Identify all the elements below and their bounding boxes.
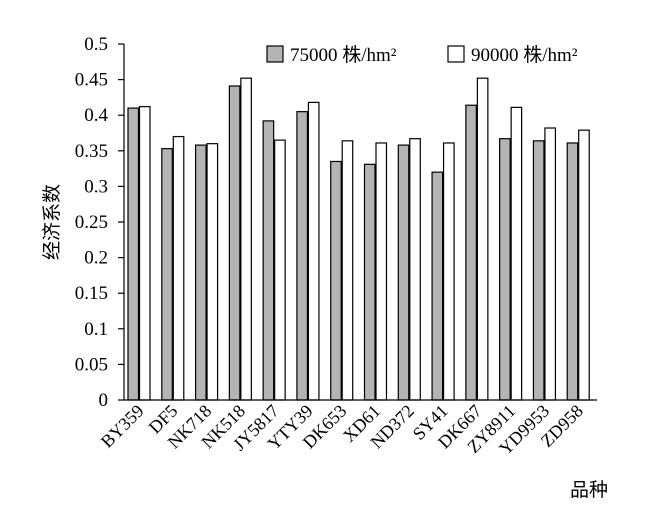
bars	[127, 77, 590, 401]
bar-NK518-series-2	[240, 77, 252, 401]
y-tick-label: 0.05	[75, 354, 108, 375]
bar-XD61-series-1	[363, 163, 376, 401]
y-tick-label: 0.15	[75, 283, 108, 304]
y-tick-label: 0.1	[84, 319, 108, 340]
bar-ND372-series-1	[397, 144, 410, 401]
bar-SY41-series-2	[442, 142, 455, 401]
y-tick-label: 0.3	[84, 176, 108, 197]
y-tick-label: 0.35	[75, 141, 108, 162]
bar-SY41-series-1	[431, 171, 444, 401]
legend: 75000 株/hm² 90000 株/hm²	[266, 44, 578, 66]
x-axis-title: 品种	[570, 479, 608, 501]
y-tick-label: 0.5	[84, 34, 108, 55]
bar-DK667-series-2	[476, 77, 489, 401]
bar-YTY39-series-1	[296, 111, 309, 401]
bar-BY359-series-1	[127, 107, 140, 401]
y-axis-ticks: 0 0.05 0.1 0.15 0.2 0.25 0.3 0.35 0.4 0.45 0.5	[75, 34, 124, 411]
bar-DF5-series-2	[172, 135, 185, 401]
bar-NK718-series-1	[194, 144, 207, 401]
bar-JY5817-series-1	[262, 120, 275, 401]
legend-swatch-series-1	[266, 45, 284, 63]
y-tick-label: 0.45	[75, 70, 108, 91]
y-tick-label: 0	[99, 390, 109, 411]
bar-JY5817-series-2	[274, 139, 286, 401]
bar-DK667-series-1	[465, 104, 477, 401]
y-tick-label: 0.25	[75, 212, 108, 233]
legend-label-series-1: 75000 株/hm²	[290, 44, 397, 66]
x-axis-tick-labels: BY359DF5NK718NK518JY5817YTY39DK653XD61ND…	[97, 401, 587, 459]
bar-ZD958-series-2	[578, 129, 590, 401]
bar-ZY8911-series-1	[499, 138, 511, 401]
y-tick-label: 0.2	[84, 248, 108, 269]
bar-DK653-series-2	[341, 140, 354, 401]
bar-YTY39-series-2	[307, 101, 320, 401]
legend-label-series-2: 90000 株/hm²	[471, 44, 578, 66]
bar-NK718-series-2	[206, 143, 219, 401]
bar-ZY8911-series-2	[510, 106, 523, 401]
bar-YD9953-series-1	[532, 140, 545, 401]
y-tick-label: 0.4	[84, 105, 108, 126]
bar-ZD958-series-1	[566, 142, 579, 401]
bar-XD61-series-2	[375, 142, 388, 401]
bar-NK518-series-1	[228, 85, 241, 401]
bar-DF5-series-1	[161, 148, 173, 401]
bar-ND372-series-2	[409, 138, 421, 401]
y-axis-title: 经济系数	[41, 184, 63, 260]
legend-swatch-series-2	[447, 45, 465, 63]
bar-DK653-series-1	[330, 160, 342, 401]
bar-BY359-series-2	[138, 106, 151, 401]
bar-YD9953-series-2	[544, 127, 557, 401]
